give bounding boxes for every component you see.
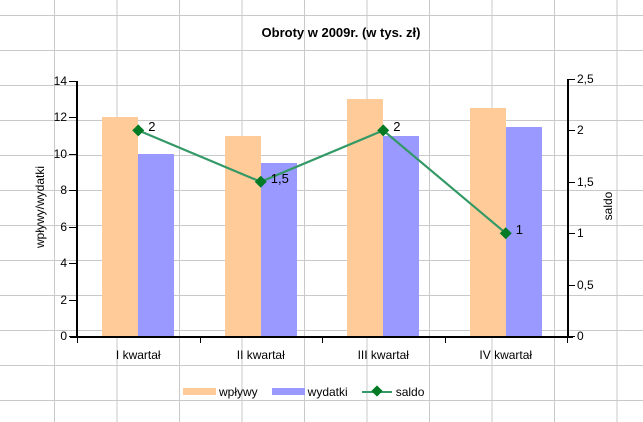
wplywy-swatch [183, 388, 216, 395]
legend-entry-wplywy[interactable]: wpływy [183, 385, 258, 399]
right-axis-tick-label: 0 [577, 329, 584, 343]
left-axis-tick [69, 226, 77, 228]
saldo-data-label: 1,5 [270, 170, 289, 186]
legend-label-wplywy: wpływy [219, 384, 258, 399]
category-label: IV kwartał [479, 348, 533, 362]
bar-wplywy-1[interactable] [102, 117, 139, 336]
right-axis-tick-label: 2 [577, 123, 584, 138]
saldo-line[interactable] [137, 129, 507, 235]
right-axis-tick-label: 1,5 [577, 174, 594, 189]
category-label: III kwartał [357, 348, 409, 362]
category-label: I kwartał [115, 348, 161, 362]
right-axis-tick-label: 2,5 [577, 72, 594, 86]
category-axis [70, 336, 573, 338]
right-axis-tick [567, 233, 575, 235]
right-axis-tick [567, 79, 575, 80]
left-axis-tick [69, 299, 77, 301]
saldo-data-label: 2 [393, 119, 401, 135]
category-axis-tick [444, 338, 446, 343]
saldo-data-label: 1 [515, 222, 523, 238]
right-axis-tick [567, 130, 575, 132]
saldo-data-label: 2 [148, 119, 156, 135]
left-axis-tick-label: 0 [60, 329, 67, 343]
category-label: II kwartał [236, 348, 285, 362]
bar-wplywy-2[interactable] [224, 135, 261, 336]
left-axis-tick [69, 153, 77, 155]
left-axis-tick-label: 12 [53, 110, 67, 125]
saldo-legend-diamond-icon [371, 385, 383, 397]
left-axis-tick [69, 190, 77, 192]
chart-title[interactable]: Obroty w 2009r. (w tys. zł) [261, 25, 421, 40]
right-value-axis [567, 79, 569, 337]
legend-entry-saldo[interactable]: saldo [361, 384, 425, 399]
bar-wydatki-3[interactable] [383, 135, 420, 336]
left-axis-tick-label: 2 [60, 292, 67, 307]
left-axis-tick [69, 263, 77, 265]
left-axis-tick-label: 6 [60, 219, 67, 234]
right-axis-tick-label: 1 [577, 226, 584, 241]
legend-label-saldo: saldo [395, 384, 425, 399]
wydatki-swatch [271, 388, 305, 395]
legend: wpływy wydatki saldo [183, 384, 424, 399]
bar-wydatki-1[interactable] [138, 153, 175, 336]
bar-wydatki-2[interactable] [260, 162, 297, 336]
category-axis-tick [199, 338, 201, 343]
legend-entry-wydatki[interactable]: wydatki [271, 384, 348, 399]
left-axis-tick-label: 10 [53, 146, 67, 161]
category-axis-tick [322, 338, 323, 343]
right-axis-tick-label: 0,5 [577, 277, 594, 292]
saldo-legend-marker [361, 385, 392, 397]
bar-wplywy-4[interactable] [469, 108, 506, 336]
legend-label-wydatki: wydatki [307, 384, 348, 399]
left-axis-title: wpływy/wydatki [33, 165, 47, 249]
right-axis-tick [567, 284, 575, 286]
right-axis-tick [567, 336, 575, 337]
bar-wydatki-4[interactable] [505, 126, 542, 336]
right-axis-title: saldo [601, 191, 615, 221]
left-value-axis [76, 81, 78, 337]
right-axis-tick [567, 181, 575, 183]
category-axis-tick [77, 338, 78, 343]
left-axis-tick-label: 4 [60, 256, 67, 271]
bar-wplywy-3[interactable] [347, 99, 384, 336]
left-axis-tick-label: 8 [60, 183, 67, 198]
left-axis-tick [69, 336, 77, 337]
left-axis-tick [69, 81, 77, 82]
category-axis-tick [567, 338, 568, 343]
left-axis-tick-label: 14 [53, 74, 67, 88]
left-axis-tick [69, 117, 77, 119]
